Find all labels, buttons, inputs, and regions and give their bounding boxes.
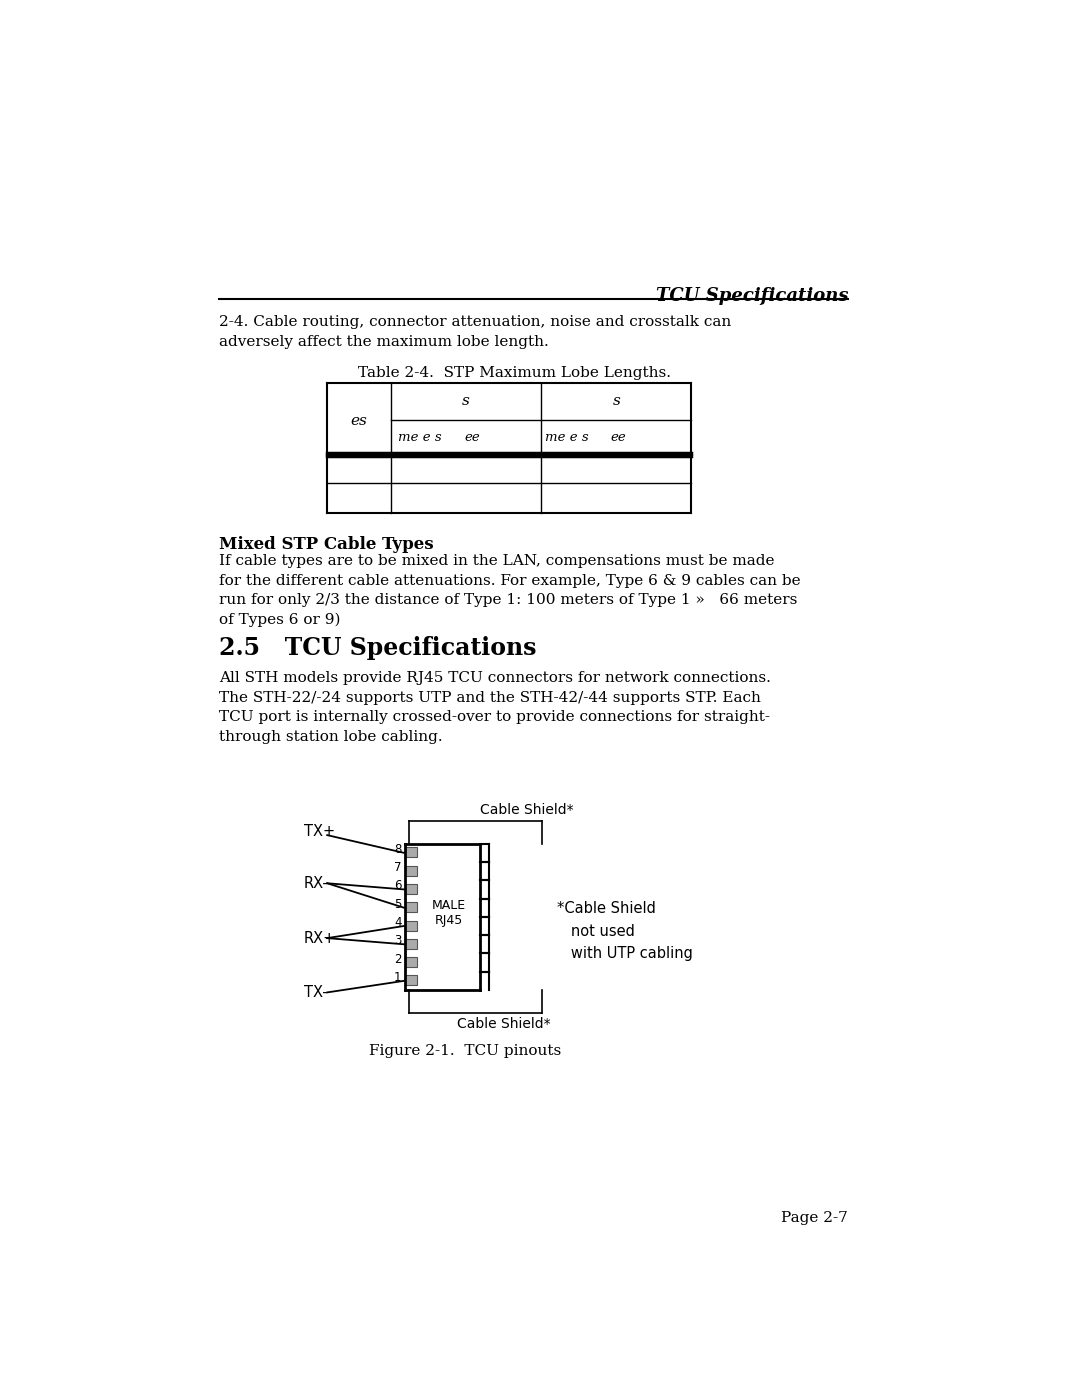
Text: 2.5   TCU Specifications: 2.5 TCU Specifications — [218, 636, 536, 659]
Text: Page 2-7: Page 2-7 — [781, 1211, 848, 1225]
Text: 2: 2 — [394, 953, 402, 965]
Bar — [405, 957, 417, 967]
Text: 2-4. Cable routing, connector attenuation, noise and crosstalk can
adversely aff: 2-4. Cable routing, connector attenuatio… — [218, 316, 731, 349]
Text: 8: 8 — [394, 842, 402, 856]
Text: RX-: RX- — [303, 876, 328, 891]
Text: me e s: me e s — [545, 432, 589, 444]
Text: RX+: RX+ — [303, 930, 336, 946]
Text: Table 2-4.  STP Maximum Lobe Lengths.: Table 2-4. STP Maximum Lobe Lengths. — [359, 366, 672, 380]
Text: 3: 3 — [394, 935, 402, 947]
Bar — [405, 939, 417, 949]
Text: MALE
RJ45: MALE RJ45 — [431, 900, 465, 928]
Text: *Cable Shield
   not used
   with UTP cabling: *Cable Shield not used with UTP cabling — [557, 901, 693, 961]
Text: 5: 5 — [394, 898, 402, 911]
Text: 4: 4 — [394, 916, 402, 929]
Text: s: s — [462, 394, 470, 408]
Text: ee: ee — [464, 432, 481, 444]
Text: Figure 2-1.  TCU pinouts: Figure 2-1. TCU pinouts — [369, 1044, 562, 1058]
Text: 6: 6 — [394, 879, 402, 893]
Text: ee: ee — [611, 432, 626, 444]
Text: Cable Shield*: Cable Shield* — [457, 1017, 550, 1031]
Text: TCU Specifications: TCU Specifications — [656, 286, 848, 305]
Text: If cable types are to be mixed in the LAN, compensations must be made
for the di: If cable types are to be mixed in the LA… — [218, 555, 800, 627]
Text: TX+: TX+ — [303, 824, 335, 838]
Text: s: s — [612, 394, 620, 408]
Text: Mixed STP Cable Types: Mixed STP Cable Types — [218, 535, 433, 553]
Bar — [405, 866, 417, 876]
Bar — [405, 921, 417, 930]
Text: 1: 1 — [394, 971, 402, 983]
Bar — [405, 884, 417, 894]
Text: TX-: TX- — [303, 985, 327, 1000]
Text: Cable Shield*: Cable Shield* — [480, 803, 573, 817]
Bar — [405, 975, 417, 985]
Text: es: es — [351, 414, 367, 427]
Text: All STH models provide RJ45 TCU connectors for network connections.
The STH-22/-: All STH models provide RJ45 TCU connecto… — [218, 671, 770, 743]
Bar — [405, 848, 417, 858]
Text: me e s: me e s — [399, 432, 442, 444]
Text: 7: 7 — [394, 861, 402, 875]
Bar — [405, 902, 417, 912]
